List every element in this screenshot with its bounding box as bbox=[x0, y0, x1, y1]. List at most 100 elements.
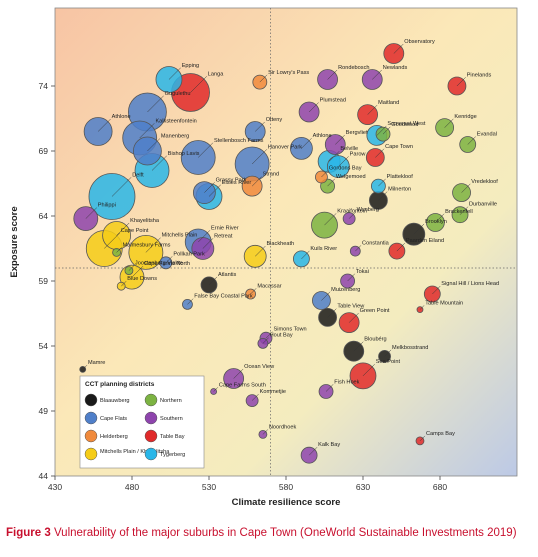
point-leader-line bbox=[338, 156, 349, 167]
point-leader-line bbox=[131, 265, 144, 278]
point-label: Brooklyn bbox=[425, 219, 447, 225]
vulnerability-scatter-chart: 430 480 530 580 630 680 44 49 54 59 64 69 74 Climate … bbox=[9, 7, 518, 508]
point-label: Noordhoek bbox=[269, 424, 297, 430]
point-leader-line bbox=[467, 136, 476, 145]
point-leader-line bbox=[396, 242, 406, 252]
point-label: Cape Point bbox=[121, 228, 149, 234]
point-label: Plattekloof bbox=[387, 174, 414, 180]
point-leader-line bbox=[251, 149, 268, 165]
x-tick-label: 630 bbox=[356, 482, 370, 492]
x-tick-label: 530 bbox=[202, 482, 216, 492]
point-leader-line bbox=[308, 447, 318, 456]
point-label: Kommetjie bbox=[260, 389, 286, 395]
point-label: Cape Town bbox=[385, 144, 413, 150]
point-label: Parow bbox=[350, 151, 367, 157]
point-leader-line bbox=[382, 126, 391, 135]
point-leader-line bbox=[376, 125, 387, 136]
point-leader-line bbox=[233, 368, 244, 379]
point-leader-line bbox=[327, 69, 338, 80]
point-label: Epping bbox=[182, 63, 199, 69]
point-label: Melkbosstrand bbox=[392, 345, 428, 351]
point-label: Langa bbox=[208, 71, 224, 77]
point-label: Joostenberg Vlakte bbox=[135, 261, 183, 267]
legend-entry-label: Southern bbox=[160, 416, 183, 422]
point-leader-line bbox=[347, 273, 356, 282]
point-leader-line bbox=[444, 118, 454, 128]
point-leader-line bbox=[255, 245, 266, 257]
point-leader-line bbox=[308, 102, 319, 113]
point-leader-line bbox=[151, 155, 167, 171]
legend-entry-label: Table Bay bbox=[160, 434, 185, 440]
point-leader-line bbox=[208, 276, 218, 286]
point-label: Bishop Lavis bbox=[168, 151, 200, 157]
point-label: Paarden Eiland bbox=[406, 238, 444, 244]
point-leader-line bbox=[208, 184, 221, 197]
point-label: Gordons Bay bbox=[329, 166, 362, 172]
point-leader-line bbox=[325, 384, 334, 392]
point-label: Cape Farms South bbox=[219, 382, 266, 388]
point-leader-line bbox=[324, 213, 337, 226]
x-tick-label: 680 bbox=[433, 482, 447, 492]
point-leader-line bbox=[327, 308, 337, 318]
point-label: Otteny bbox=[266, 117, 283, 123]
point-label: Atlantis bbox=[218, 272, 237, 278]
point-label: Bergvliet bbox=[346, 130, 368, 136]
point-leader-line bbox=[251, 393, 259, 401]
point-leader-line bbox=[419, 305, 425, 310]
point-label: Mamre bbox=[88, 360, 105, 366]
y-tick-label: 59 bbox=[39, 276, 49, 286]
legend-entry-label: Northern bbox=[160, 398, 182, 404]
point-leader-line bbox=[378, 178, 386, 187]
point-label: Kraaifontein bbox=[337, 208, 367, 214]
point-leader-line bbox=[147, 138, 161, 152]
point-label: Durbanville bbox=[469, 202, 497, 208]
point-leader-line bbox=[85, 207, 97, 219]
point-label: Elsies River bbox=[222, 180, 252, 186]
y-tick-label: 54 bbox=[39, 341, 49, 351]
point-leader-line bbox=[459, 206, 469, 215]
point-leader-line bbox=[432, 285, 441, 295]
point-label: Somerset West bbox=[387, 121, 426, 127]
point-leader-line bbox=[375, 148, 385, 158]
legend-swatch bbox=[84, 393, 98, 407]
legend-swatch bbox=[84, 429, 98, 443]
legend-swatch bbox=[144, 447, 158, 461]
point-label: Signal Hill / Lions Head bbox=[441, 281, 499, 287]
y-tick-label: 44 bbox=[39, 471, 49, 481]
legend-swatch bbox=[84, 447, 98, 461]
point-leader-line bbox=[128, 265, 135, 271]
point-leader-line bbox=[198, 230, 211, 243]
point-label: Simons Town bbox=[273, 327, 306, 333]
point-label: Constantia bbox=[362, 240, 390, 246]
point-leader-line bbox=[328, 150, 340, 162]
point-leader-line bbox=[145, 237, 161, 253]
x-axis-label: Climate resilience score bbox=[232, 497, 341, 508]
point-label: Sir Lowry's Pass bbox=[268, 70, 309, 76]
point-label: Mitchells Plain bbox=[162, 233, 198, 239]
point-label: Wynberg bbox=[357, 207, 379, 213]
point-label: Belville bbox=[340, 146, 358, 152]
point-label: Pinelands bbox=[467, 72, 492, 78]
point-leader-line bbox=[255, 121, 265, 132]
point-label: Ernie River bbox=[211, 225, 239, 231]
point-leader-line bbox=[198, 142, 214, 158]
point-label: Milnerton bbox=[388, 187, 411, 193]
legend: CCT planning districts Blaauwberg Northern… bbox=[79, 375, 205, 469]
point-leader-line bbox=[139, 123, 155, 139]
point-label: Camps Bay bbox=[426, 431, 455, 437]
legend-box bbox=[79, 375, 205, 469]
point-label: Vredekloof bbox=[471, 179, 498, 185]
point-leader-line bbox=[355, 245, 362, 252]
point-label: Kalksteenfontein bbox=[155, 118, 196, 124]
point-label: Philippi bbox=[98, 203, 116, 209]
point-label: Kuils River bbox=[310, 246, 337, 252]
point-leader-line bbox=[251, 176, 262, 187]
point-label: Grassy Park bbox=[216, 177, 247, 183]
point-leader-line bbox=[367, 104, 378, 115]
point-label: Kalk Bay bbox=[318, 442, 340, 448]
point-label: Athlone bbox=[313, 133, 332, 139]
point-leader-line bbox=[121, 281, 127, 287]
point-leader-line bbox=[419, 435, 426, 442]
point-label: Kenridge bbox=[454, 114, 476, 120]
x-tick-label: 480 bbox=[125, 482, 139, 492]
